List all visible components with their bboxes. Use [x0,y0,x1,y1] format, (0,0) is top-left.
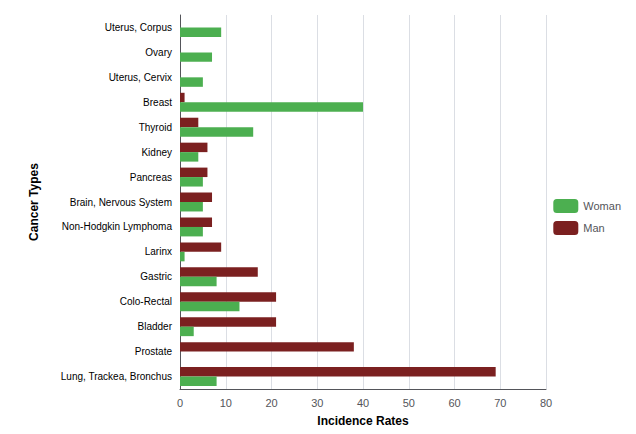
svg-text:10: 10 [220,397,232,409]
svg-text:Uterus, Corpus: Uterus, Corpus [105,22,172,33]
svg-text:Bladder: Bladder [138,321,173,332]
svg-text:Woman: Woman [583,200,621,212]
svg-text:Gastric: Gastric [140,271,172,282]
svg-text:40: 40 [357,397,369,409]
svg-text:Thyroid: Thyroid [139,122,172,133]
svg-text:Incidence Rates: Incidence Rates [317,414,409,428]
svg-text:Colo-Rectal: Colo-Rectal [120,296,172,307]
svg-text:Kidney: Kidney [141,147,172,158]
svg-text:Uterus, Cervix: Uterus, Cervix [109,72,172,83]
svg-text:0: 0 [177,397,183,409]
svg-text:Pancreas: Pancreas [130,172,172,183]
svg-text:30: 30 [311,397,323,409]
svg-text:20: 20 [265,397,277,409]
svg-text:60: 60 [448,397,460,409]
svg-text:Prostate: Prostate [135,346,173,357]
svg-text:Breast: Breast [143,97,172,108]
svg-text:Lung, Trackea, Bronchus: Lung, Trackea, Bronchus [61,371,172,382]
svg-text:Man: Man [583,222,604,234]
svg-text:80: 80 [540,397,552,409]
svg-text:Ovary: Ovary [145,47,172,58]
svg-text:Cancer Types: Cancer Types [27,163,41,241]
svg-text:Larinx: Larinx [145,246,172,257]
svg-text:50: 50 [403,397,415,409]
svg-text:Brain, Nervous System: Brain, Nervous System [70,197,172,208]
svg-text:Non-Hodgkin Lymphoma: Non-Hodgkin Lymphoma [62,221,173,232]
svg-text:70: 70 [494,397,506,409]
